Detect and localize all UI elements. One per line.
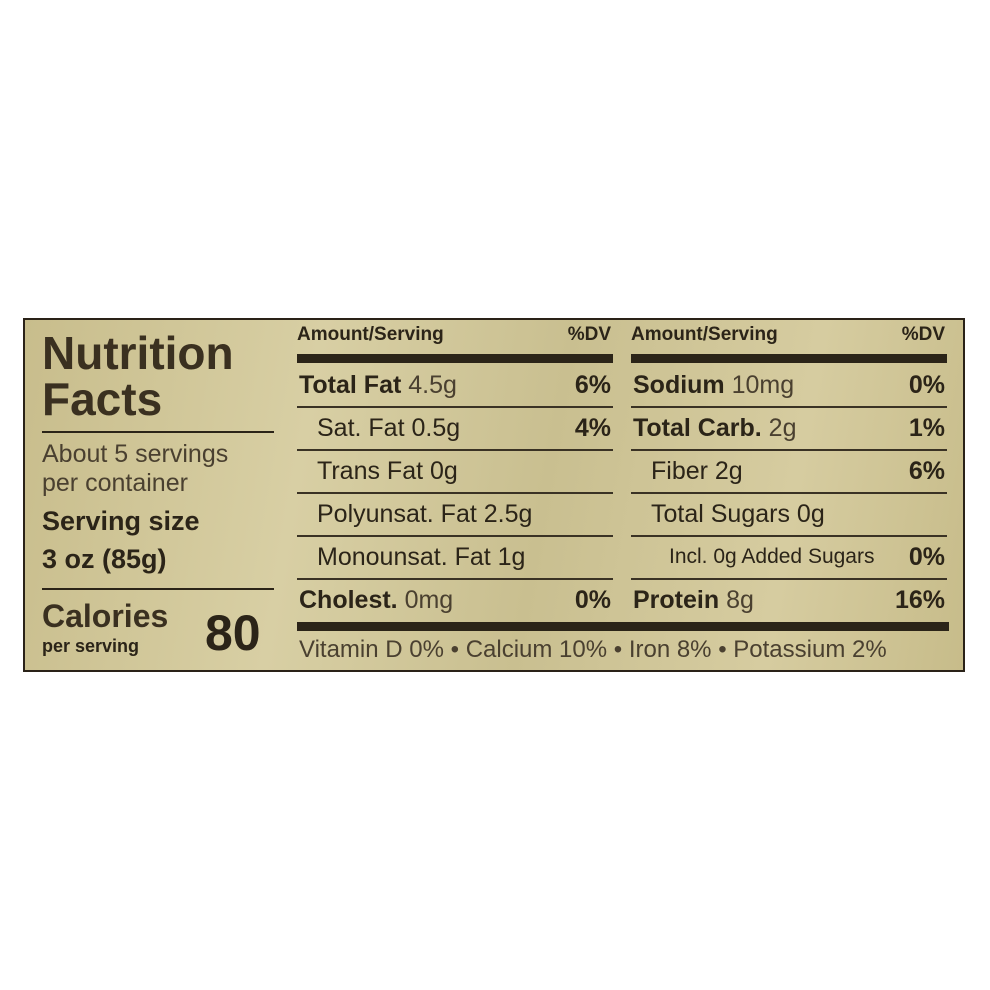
title-line-1: Nutrition bbox=[42, 327, 234, 379]
nutrient-label: Incl. 0g Added Sugars bbox=[669, 545, 875, 568]
nutrient-name: Total Fat 4.5g bbox=[299, 363, 457, 407]
nutrient-amount: 0mg bbox=[404, 586, 454, 614]
nutrient-label: Sodium bbox=[633, 371, 725, 399]
nutrient-label: Cholest. bbox=[299, 586, 398, 614]
daily-value: 1% bbox=[908, 414, 945, 442]
servings-line-1: About 5 servings bbox=[42, 440, 229, 468]
thick-divider bbox=[631, 354, 947, 363]
column-header: Amount/Serving %DV bbox=[631, 324, 947, 346]
nutrient-row: Total Carb. 2g 1% bbox=[631, 406, 947, 451]
title: Nutrition Facts bbox=[42, 330, 234, 422]
thick-divider bbox=[297, 354, 613, 363]
daily-value: 0% bbox=[908, 371, 945, 399]
dv-header: %DV bbox=[901, 324, 945, 345]
nutrient-row: Fiber 2g 6% bbox=[631, 449, 947, 494]
nutrient-row: Total Sugars 0g bbox=[631, 492, 947, 537]
column-header: Amount/Serving %DV bbox=[297, 324, 613, 346]
dv-header: %DV bbox=[567, 324, 611, 345]
amount-header: Amount/Serving bbox=[631, 324, 778, 345]
nutrient-row: Sodium 10mg 0% bbox=[631, 363, 947, 408]
nutrient-name: Trans Fat 0g bbox=[317, 449, 458, 493]
nutrient-row: Protein 8g 16% bbox=[631, 578, 947, 621]
serving-size-value: 3 oz (85g) bbox=[42, 544, 167, 574]
nutrient-name: Cholest. 0mg bbox=[299, 578, 453, 622]
nutrient-name: Polyunsat. Fat 2.5g bbox=[317, 492, 532, 536]
right-nutrient-column: Amount/Serving %DV Sodium 10mg 0% Total Car… bbox=[631, 320, 947, 670]
nutrient-name: Sat. Fat 0.5g bbox=[317, 406, 460, 450]
nutrient-row: Polyunsat. Fat 2.5g bbox=[297, 492, 613, 537]
servings-line-2: per container bbox=[42, 469, 188, 497]
servings-per-container: About 5 servings per container bbox=[42, 440, 228, 498]
daily-value: 6% bbox=[574, 371, 611, 399]
vitamins-minerals-footer: Vitamin D 0% • Calcium 10% • Iron 8% • P… bbox=[299, 636, 887, 663]
nutrient-label: Protein bbox=[633, 586, 720, 614]
thick-divider bbox=[297, 622, 949, 631]
calories-label: Calories bbox=[42, 598, 169, 634]
nutrient-amount: 10mg bbox=[731, 371, 795, 399]
nutrient-name: Monounsat. Fat 1g bbox=[317, 535, 525, 579]
nutrient-row: Trans Fat 0g bbox=[297, 449, 613, 494]
nutrient-label: Polyunsat. Fat 2.5g bbox=[317, 500, 533, 528]
nutrient-row: Monounsat. Fat 1g bbox=[297, 535, 613, 580]
nutrient-amount: 4.5g bbox=[408, 371, 457, 399]
nutrient-name: Total Carb. 2g bbox=[633, 406, 796, 450]
daily-value: 6% bbox=[908, 457, 945, 485]
nutrient-name: Incl. 0g Added Sugars bbox=[669, 535, 874, 579]
amount-header: Amount/Serving bbox=[297, 324, 444, 345]
divider bbox=[42, 588, 274, 590]
daily-value: 16% bbox=[894, 586, 945, 614]
nutrient-name: Sodium 10mg bbox=[633, 363, 794, 407]
nutrient-row: Total Fat 4.5g 6% bbox=[297, 363, 613, 408]
nutrient-amount: 8g bbox=[726, 586, 754, 614]
nutrient-label: Fiber 2g bbox=[651, 457, 743, 485]
nutrient-row: Cholest. 0mg 0% bbox=[297, 578, 613, 621]
nutrient-name: Total Sugars 0g bbox=[651, 492, 825, 536]
daily-value: 0% bbox=[574, 586, 611, 614]
nutrient-label: Total Carb. bbox=[633, 414, 762, 442]
calories-sub: per serving bbox=[42, 636, 140, 656]
nutrient-row: Sat. Fat 0.5g 4% bbox=[297, 406, 613, 451]
nutrient-label: Monounsat. Fat 1g bbox=[317, 543, 526, 571]
calories-value: 80 bbox=[205, 605, 261, 661]
nutrition-facts-label: Nutrition Facts About 5 servings per conta… bbox=[23, 318, 965, 672]
nutrient-label: Sat. Fat 0.5g bbox=[317, 414, 461, 442]
serving-size-label: Serving size bbox=[42, 506, 200, 536]
nutrient-label: Trans Fat 0g bbox=[317, 457, 458, 485]
left-nutrient-column: Amount/Serving %DV Total Fat 4.5g 6% Sat. F… bbox=[297, 320, 613, 670]
title-line-2: Facts bbox=[42, 373, 163, 425]
nutrient-name: Protein 8g bbox=[633, 578, 754, 622]
nutrient-label: Total Fat bbox=[299, 371, 402, 399]
daily-value: 0% bbox=[908, 543, 945, 571]
nutrient-label: Total Sugars 0g bbox=[651, 500, 825, 528]
nutrient-row: Incl. 0g Added Sugars 0% bbox=[631, 535, 947, 580]
divider bbox=[42, 431, 274, 433]
nutrient-amount: 2g bbox=[768, 414, 797, 442]
daily-value: 4% bbox=[574, 414, 611, 442]
nutrient-name: Fiber 2g bbox=[651, 449, 743, 493]
